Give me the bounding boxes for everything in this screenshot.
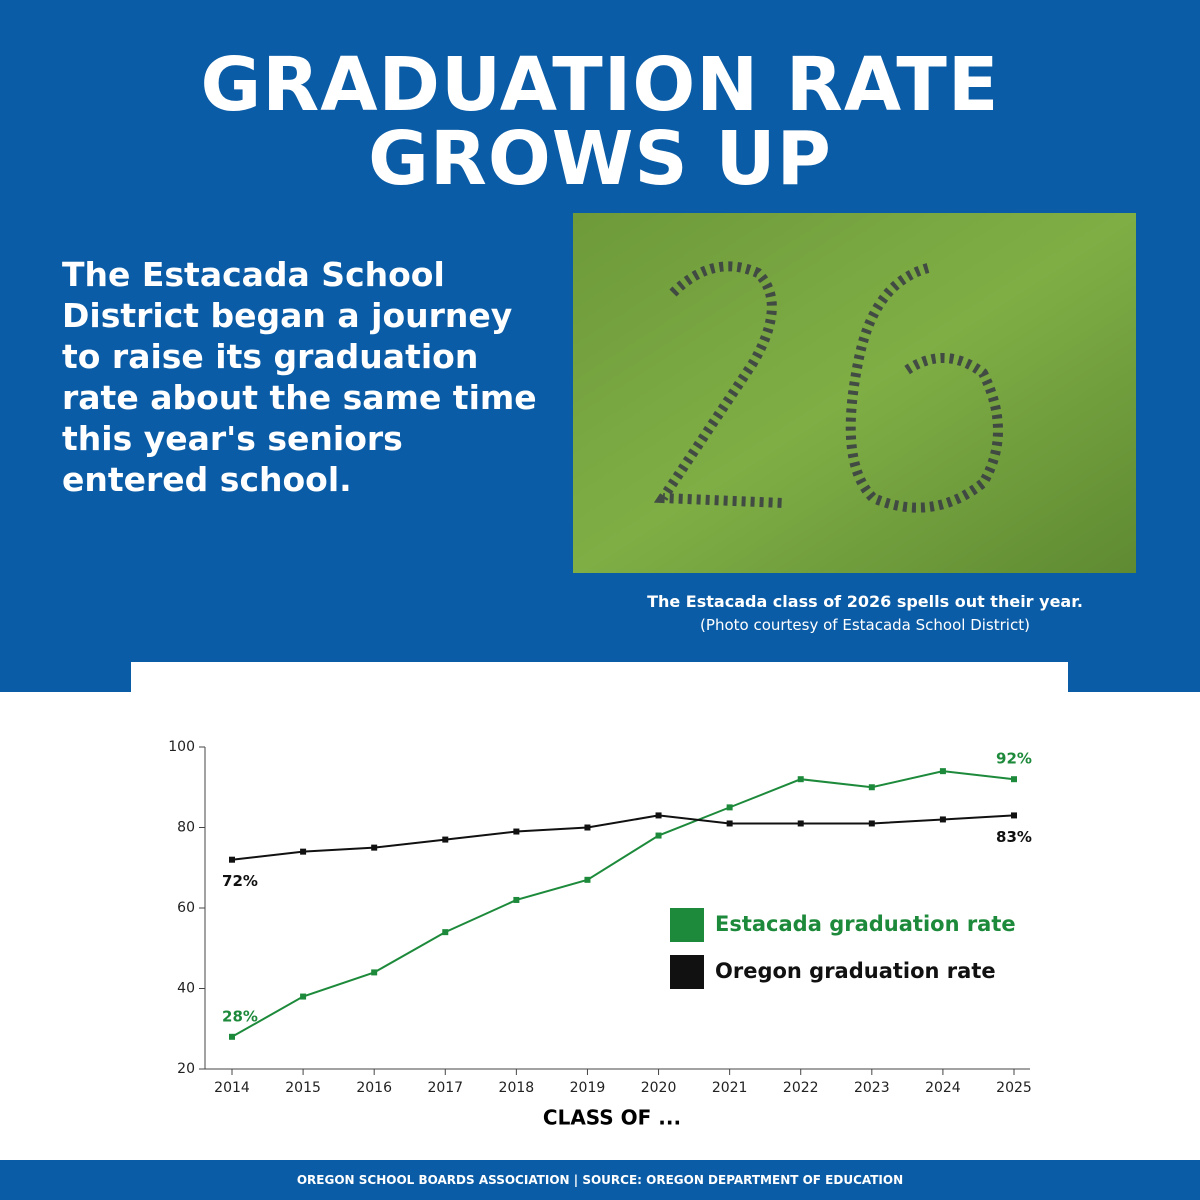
x-axis-title: CLASS OF ...	[543, 1106, 681, 1130]
data-label: 28%	[222, 1007, 258, 1025]
intro-text: The Estacada School District began a jou…	[62, 255, 537, 499]
point	[300, 993, 307, 1000]
point	[584, 824, 591, 831]
legend-label: Estacada graduation rate	[715, 912, 1016, 936]
point	[229, 1033, 235, 1040]
series-line	[231, 770, 1015, 1038]
x-tick-label: 2017	[427, 1080, 463, 1096]
panel	[0, 692, 1200, 1160]
x-tick-label: 2015	[285, 1080, 321, 1096]
data-label: 92%	[996, 750, 1032, 768]
point	[868, 820, 875, 827]
point	[939, 816, 946, 823]
photo	[573, 213, 1136, 573]
x-tick-label: 2023	[854, 1080, 890, 1096]
point	[229, 856, 235, 863]
x-tick-label: 2019	[570, 1080, 606, 1096]
y-tick-label: 40	[177, 981, 195, 997]
point	[1011, 812, 1017, 819]
series-line	[231, 814, 1015, 861]
point	[655, 812, 662, 819]
legend-swatch	[670, 908, 704, 942]
point	[513, 828, 520, 835]
point	[797, 776, 804, 783]
footer: OREGON SCHOOL BOARDS ASSOCIATION | SOURC…	[296, 1173, 904, 1187]
point	[584, 876, 591, 883]
x-tick-label: 2021	[712, 1080, 748, 1096]
point	[726, 820, 733, 827]
point	[939, 768, 946, 775]
x-tick-label: 2016	[356, 1080, 392, 1096]
point	[513, 896, 520, 903]
point	[868, 784, 875, 791]
data-label: 72%	[222, 872, 258, 890]
point	[371, 844, 378, 851]
x-tick-label: 2020	[641, 1080, 677, 1096]
data-label: 83%	[996, 828, 1032, 846]
x-tick-label: 2024	[925, 1080, 961, 1096]
point	[726, 804, 733, 811]
point	[371, 969, 378, 976]
point	[442, 929, 449, 936]
photo-caption: The Estacada class of 2026 spells out th…	[647, 592, 1083, 611]
x-tick-label: 2025	[996, 1080, 1032, 1096]
x-tick-label: 2014	[214, 1080, 250, 1096]
x-tick-label: 2022	[783, 1080, 819, 1096]
point	[1011, 776, 1017, 783]
legend-label: Oregon graduation rate	[715, 959, 996, 983]
point	[442, 836, 449, 843]
title: GRADUATION RATE GROWS UP	[200, 42, 1000, 202]
point	[655, 832, 662, 839]
y-tick-label: 100	[168, 739, 195, 755]
x-tick-label: 2018	[499, 1080, 535, 1096]
photo-credit: (Photo courtesy of Estacada School Distr…	[700, 616, 1030, 634]
y-tick-label: 60	[177, 900, 195, 916]
y-tick-label: 20	[177, 1061, 195, 1077]
legend-swatch	[670, 955, 704, 989]
point	[797, 820, 804, 827]
y-tick-label: 80	[177, 820, 195, 836]
point	[300, 848, 307, 855]
